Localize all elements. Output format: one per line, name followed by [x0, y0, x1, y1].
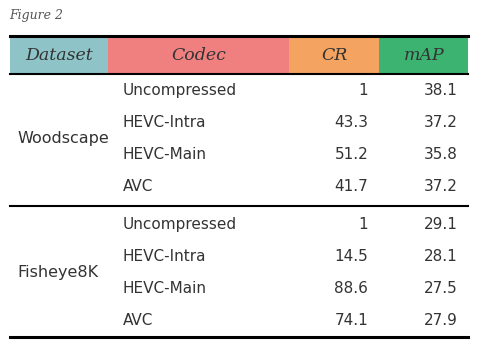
Text: AVC: AVC [123, 179, 153, 194]
Text: Uncompressed: Uncompressed [123, 217, 237, 232]
Bar [10, 36, 108, 74]
Text: 74.1: 74.1 [335, 313, 368, 329]
Text: 1: 1 [358, 83, 368, 98]
Text: 14.5: 14.5 [335, 249, 368, 264]
Text: CR: CR [321, 46, 348, 64]
Text: Woodscape: Woodscape [18, 131, 109, 146]
Text: Dataset: Dataset [25, 46, 93, 64]
Text: 51.2: 51.2 [335, 147, 368, 162]
Text: 88.6: 88.6 [334, 281, 368, 296]
Text: 1: 1 [358, 217, 368, 232]
Bar [379, 36, 468, 74]
Text: HEVC-Intra: HEVC-Intra [123, 249, 206, 264]
Text: 29.1: 29.1 [424, 217, 458, 232]
Text: 37.2: 37.2 [424, 179, 458, 194]
Text: 27.9: 27.9 [424, 313, 458, 329]
Text: HEVC-Main: HEVC-Main [123, 281, 206, 296]
Text: Figure 2: Figure 2 [10, 9, 64, 22]
Text: Codec: Codec [172, 46, 226, 64]
Text: Uncompressed: Uncompressed [123, 83, 237, 98]
Text: 28.1: 28.1 [424, 249, 458, 264]
Bar [290, 36, 379, 74]
Text: HEVC-Intra: HEVC-Intra [123, 115, 206, 130]
Text: mAP: mAP [403, 46, 444, 64]
Bar [108, 36, 290, 74]
Text: 38.1: 38.1 [424, 83, 458, 98]
Text: HEVC-Main: HEVC-Main [123, 147, 206, 162]
Text: 35.8: 35.8 [424, 147, 458, 162]
Text: 27.5: 27.5 [424, 281, 458, 296]
Text: 41.7: 41.7 [335, 179, 368, 194]
Text: 37.2: 37.2 [424, 115, 458, 130]
Text: Fisheye8K: Fisheye8K [18, 265, 98, 280]
Text: AVC: AVC [123, 313, 153, 329]
Text: 43.3: 43.3 [334, 115, 368, 130]
